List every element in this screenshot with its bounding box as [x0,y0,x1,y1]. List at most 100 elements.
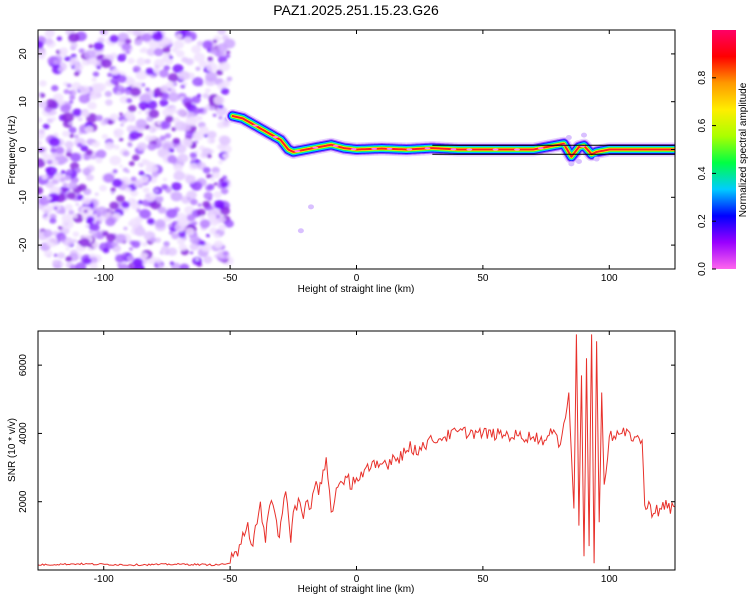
noise-blob [62,188,67,193]
noise-blob [138,101,149,110]
ridge-peak [312,146,319,149]
noise-blob [180,84,186,89]
noise-blob [88,247,93,252]
noise-blob [141,241,148,247]
noise-blob [175,144,187,154]
noise-blob [213,240,224,249]
noise-blob [148,128,153,132]
noise-blob [136,57,146,66]
noise-blob [154,64,160,70]
noise-blob [68,100,74,104]
noise-blob [148,109,160,119]
noise-blob [48,137,61,147]
noise-blob [93,246,98,250]
noise-blob [171,126,177,132]
noise-blob [193,52,206,63]
noise-blob [218,104,224,109]
noise-blob [125,89,132,96]
noise-blob [158,69,169,78]
noise-blob [136,81,142,87]
noise-blob [169,55,174,60]
noise-blob [220,119,231,128]
noise-blob [194,132,204,141]
noise-blob [135,118,147,129]
noise-blob [112,178,123,188]
noise-blob [183,36,193,44]
y-tick-label: 20 [18,48,29,60]
noise-blob [107,72,113,78]
noise-blob [132,257,144,267]
noise-blob [91,232,99,238]
noise-blob [202,93,210,99]
noise-blob [43,216,49,221]
noise-blob [154,237,162,243]
noise-blob [164,133,172,139]
noise-blob [64,140,74,149]
noise-blob [125,187,132,193]
noise-blob [95,114,103,122]
noise-blob [112,169,118,174]
noise-speckle [38,30,236,269]
noise-blob [57,226,63,230]
noise-blob [60,170,66,174]
noise-blob [75,262,87,269]
noise-blob [189,152,198,159]
noise-blob [91,82,103,92]
noise-blob [71,82,82,91]
noise-blob [163,65,171,71]
noise-blob [129,130,140,140]
ridge-peak [252,124,259,127]
noise-blob [78,94,91,104]
noise-blob [121,42,132,51]
x-tick-label: 0 [354,273,360,284]
noise-blob [65,256,72,262]
noise-blob [122,167,129,173]
noise-blob [177,217,189,227]
noise-blob [157,206,167,214]
noise-blob [46,159,53,165]
noise-blob [40,151,48,157]
snr-y-axis-label: SNR (10 * v/v) [7,418,18,482]
noise-blob [53,253,58,257]
noise-blob [102,230,109,237]
noise-blob [68,91,73,95]
noise-blob [38,48,47,59]
noise-blob [145,87,150,92]
noise-blob [43,250,53,258]
noise-blob [171,182,182,191]
noise-blob [161,93,169,99]
x-tick-label: 50 [477,574,489,585]
noise-blob [161,184,169,190]
noise-blob [201,152,208,158]
noise-blob [145,67,154,75]
noise-blob [167,247,178,256]
noise-blob [128,247,134,251]
noise-blob [57,252,66,259]
noise-blob [38,117,43,123]
x-tick-label: 100 [601,574,618,585]
noise-blob [160,250,167,255]
noise-blob [123,226,128,231]
noise-blob [196,208,206,217]
noise-blob [206,173,212,179]
noise-blob [194,140,199,144]
noise-blob [86,216,95,223]
noise-blob [107,119,114,125]
noise-blob [222,153,230,160]
noise-blob [85,149,94,156]
noise-blob [66,191,76,200]
noise-blob [205,71,218,82]
noise-blob [223,38,236,49]
noise-blob [45,167,52,173]
noise-blob [88,57,98,66]
noise-blob [95,157,103,164]
spectrogram-y-axis-label: Frequency (Hz) [7,116,18,185]
noise-blob [105,81,112,87]
noise-blob [45,98,58,109]
noise-blob [129,87,141,97]
noise-blob [38,93,41,98]
noise-blob [96,65,102,70]
noise-blob [150,135,157,141]
noise-blob [92,213,98,218]
